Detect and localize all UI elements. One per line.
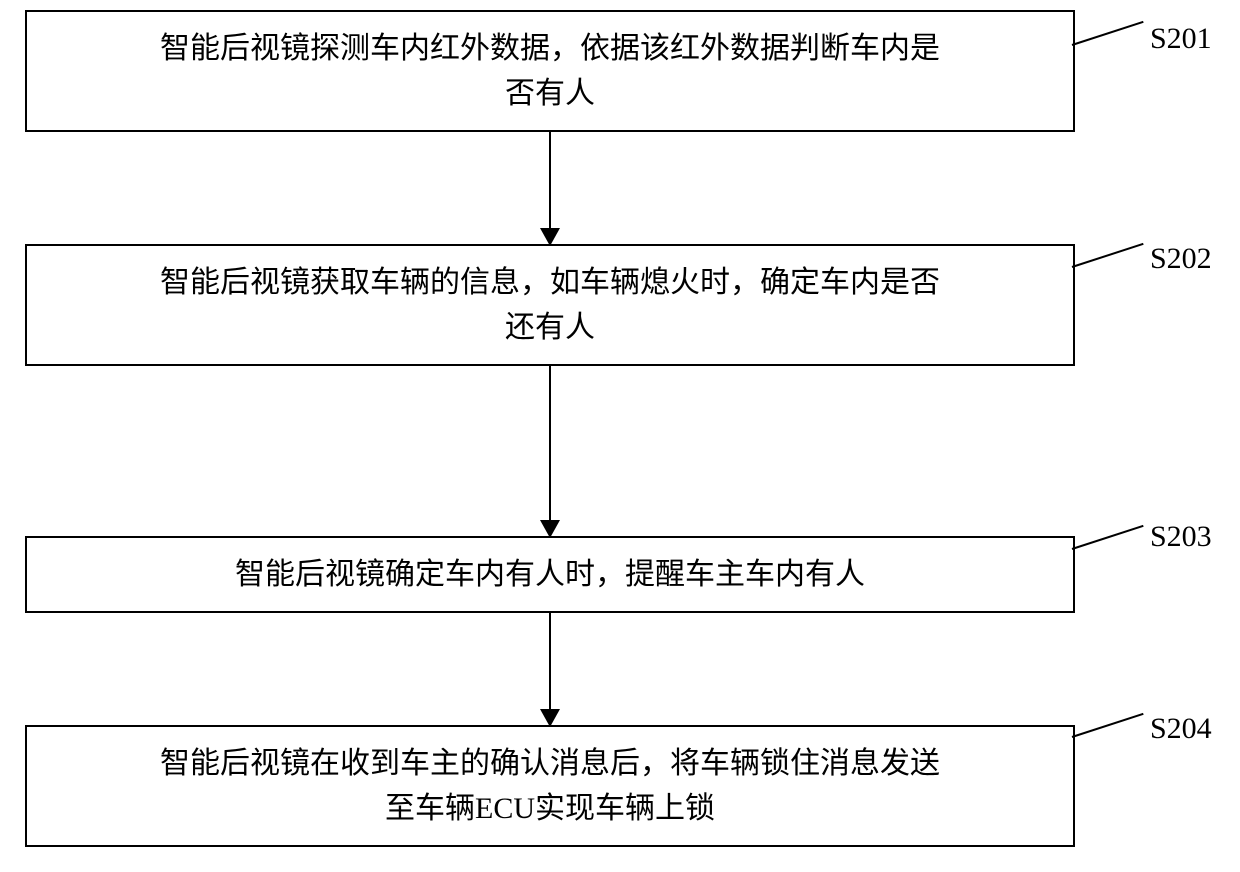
step-label-s201: S201 [1150,22,1212,56]
arrow-down-icon [549,366,551,536]
step-label-s203: S203 [1150,520,1212,554]
leader-line [1072,713,1144,738]
step-box-s201: 智能后视镜探测车内红外数据，依据该红外数据判断车内是否有人 [25,10,1075,132]
step-text-line: 还有人 [505,305,595,350]
step-text-line: 至车辆ECU实现车辆上锁 [385,786,715,831]
step-text-line: 智能后视镜探测车内红外数据，依据该红外数据判断车内是 [160,26,940,71]
step-text-line: 智能后视镜在收到车主的确认消息后，将车辆锁住消息发送 [160,741,940,786]
step-box-s203: 智能后视镜确定车内有人时，提醒车主车内有人 [25,536,1075,613]
step-text-line: 智能后视镜获取车辆的信息，如车辆熄火时，确定车内是否 [160,260,940,305]
step-box-s204: 智能后视镜在收到车主的确认消息后，将车辆锁住消息发送至车辆ECU实现车辆上锁 [25,725,1075,847]
step-label-s202: S202 [1150,242,1212,276]
step-text-line: 否有人 [505,71,595,116]
leader-line [1072,525,1144,550]
step-text-line: 智能后视镜确定车内有人时，提醒车主车内有人 [235,552,865,597]
arrow-down-icon [549,613,551,725]
arrow-down-icon [549,132,551,244]
step-label-s204: S204 [1150,712,1212,746]
leader-line [1072,243,1144,268]
leader-line [1072,21,1144,46]
flowchart: 智能后视镜探测车内红外数据，依据该红外数据判断车内是否有人智能后视镜获取车辆的信… [20,10,1080,847]
step-box-s202: 智能后视镜获取车辆的信息，如车辆熄火时，确定车内是否还有人 [25,244,1075,366]
